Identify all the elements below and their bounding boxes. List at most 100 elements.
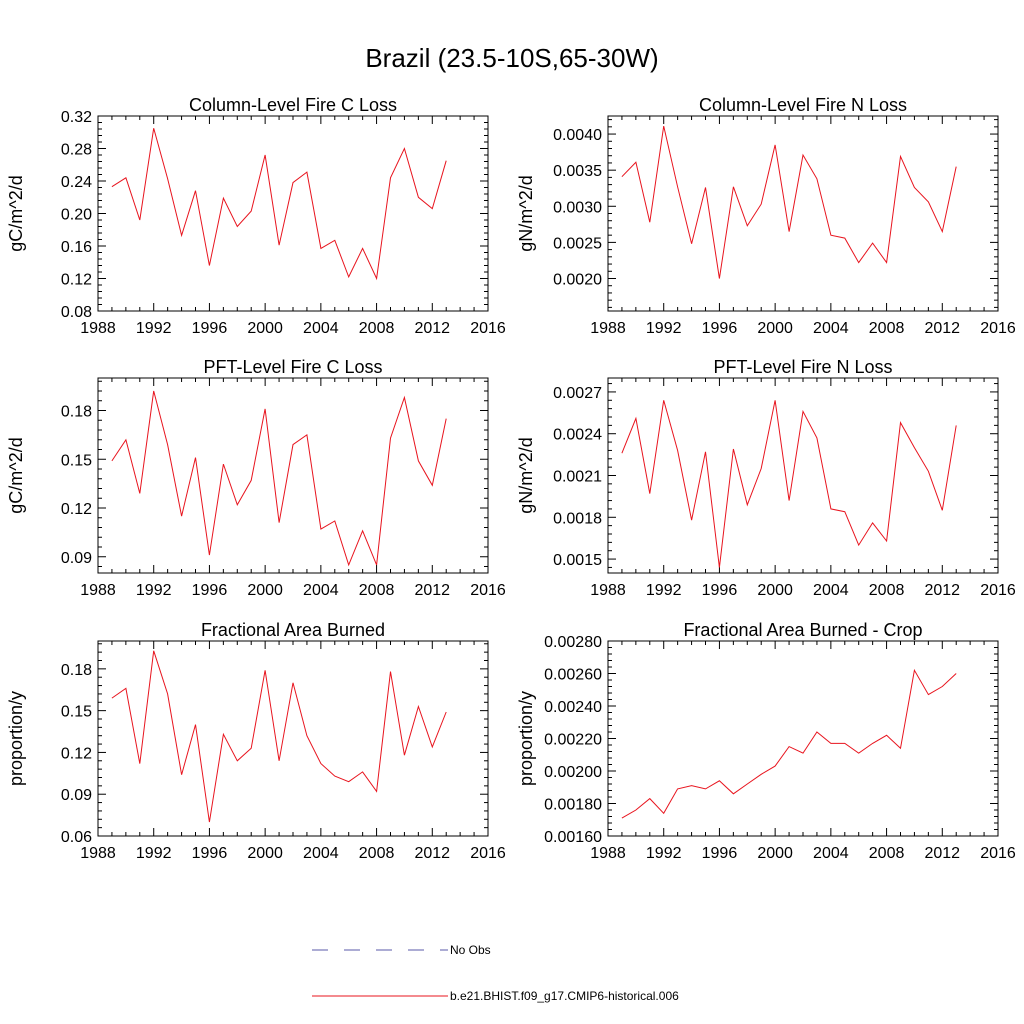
y-tick-label: 0.09 [61,787,92,804]
y-axis-label: gN/m^2/d [516,175,536,251]
y-tick-label: 0.0035 [553,163,602,180]
y-tick-label: 0.00200 [544,764,602,781]
x-tick-label: 2000 [757,320,793,337]
x-tick-label: 2004 [813,320,849,337]
legend-label-model: b.e21.BHIST.f09_g17.CMIP6-historical.006 [450,989,679,1003]
series-line [111,650,447,823]
x-tick-label: 2004 [813,845,849,862]
x-tick-label: 1996 [702,320,738,337]
x-tick-label: 2008 [869,845,905,862]
chart-title: PFT-Level Fire C Loss [203,357,382,377]
x-tick-label: 1992 [646,845,682,862]
x-tick-label: 2000 [247,582,283,599]
series-line [621,125,957,279]
y-tick-label: 0.0027 [553,385,602,402]
chart-panel: PFT-Level Fire N Loss gN/m^2/d 1988 1992 199… [516,357,1016,599]
x-tick-label: 2004 [303,582,339,599]
series-line [621,400,957,568]
y-tick-label: 0.32 [61,109,92,126]
y-axis-label: gN/m^2/d [516,437,536,513]
y-tick-label: 0.00260 [544,667,602,684]
y-tick-label: 0.24 [61,174,92,191]
x-tick-label: 2012 [924,582,960,599]
x-tick-label: 1996 [702,845,738,862]
y-tick-label: 0.0024 [553,427,602,444]
y-tick-label: 0.0040 [553,127,602,144]
chart-title: Fractional Area Burned - Crop [683,620,922,640]
y-tick-label: 0.20 [61,207,92,224]
x-tick-label: 2012 [924,845,960,862]
y-tick-label: 0.0030 [553,199,602,216]
y-tick-label: 0.28 [61,142,92,159]
chart-panel: Column-Level Fire N Loss gN/m^2/d 1988 1992… [516,95,1016,337]
plot-frame [97,377,489,574]
x-tick-label: 1988 [590,582,626,599]
panels: Column-Level Fire C Loss gC/m^2/d 1988 1992… [6,95,1016,862]
chart-panel: Column-Level Fire C Loss gC/m^2/d 1988 1992… [6,95,506,337]
y-tick-label: 0.12 [61,272,92,289]
x-tick-label: 1988 [80,320,116,337]
x-tick-label: 1996 [192,320,228,337]
chart-panel: Fractional Area Burned proportion/y 1988 19… [6,620,506,862]
x-tick-label: 2016 [470,582,506,599]
x-tick-label: 1992 [646,320,682,337]
x-tick-label: 2012 [924,320,960,337]
y-tick-label: 0.0015 [553,552,602,569]
y-axis-label: gC/m^2/d [6,437,26,513]
chart-title: PFT-Level Fire N Loss [713,357,892,377]
x-tick-label: 2016 [470,320,506,337]
series-line [111,390,447,567]
x-tick-label: 1996 [192,845,228,862]
x-tick-label: 1992 [136,320,172,337]
chart-title: Fractional Area Burned [201,620,385,640]
x-tick-label: 1996 [702,582,738,599]
series-line [621,668,957,819]
y-tick-label: 0.0021 [553,469,602,486]
x-tick-label: 2016 [980,845,1016,862]
legend: No Obs b.e21.BHIST.f09_g17.CMIP6-historic… [312,943,679,1003]
x-tick-label: 1988 [80,582,116,599]
x-tick-label: 2004 [303,845,339,862]
y-axis-label: proportion/y [6,691,26,786]
y-tick-label: 0.16 [61,239,92,256]
plot-frame [607,640,999,837]
x-tick-label: 2008 [359,320,395,337]
x-tick-label: 2000 [757,582,793,599]
x-tick-label: 2016 [470,845,506,862]
x-tick-label: 2012 [414,320,450,337]
y-tick-label: 0.00180 [544,797,602,814]
x-tick-label: 1988 [80,845,116,862]
figure-title: Brazil (23.5-10S,65-30W) [365,43,658,73]
x-tick-label: 2008 [359,582,395,599]
x-tick-label: 2012 [414,845,450,862]
y-tick-label: 0.08 [61,304,92,321]
y-tick-label: 0.00160 [544,829,602,846]
y-tick-label: 0.12 [61,501,92,518]
plot-frame [607,115,999,312]
y-tick-label: 0.12 [61,745,92,762]
chart-panel: Fractional Area Burned - Crop proportion/… [516,620,1016,862]
x-tick-label: 1992 [646,582,682,599]
x-tick-label: 2000 [247,320,283,337]
y-tick-label: 0.0020 [553,272,602,289]
plot-frame [97,115,489,312]
y-tick-label: 0.09 [61,550,92,567]
y-tick-label: 0.0018 [553,510,602,527]
y-axis-label: gC/m^2/d [6,175,26,251]
legend-label-no-obs: No Obs [450,943,491,957]
y-tick-label: 0.00280 [544,634,602,651]
x-tick-label: 2000 [247,845,283,862]
x-tick-label: 2000 [757,845,793,862]
chart-panel: PFT-Level Fire C Loss gC/m^2/d 1988 1992 199… [6,357,506,599]
x-tick-label: 2008 [869,582,905,599]
x-tick-label: 1992 [136,845,172,862]
x-tick-label: 1992 [136,582,172,599]
x-tick-label: 2004 [813,582,849,599]
y-tick-label: 0.06 [61,829,92,846]
y-tick-label: 0.18 [61,404,92,421]
x-tick-label: 2016 [980,582,1016,599]
chart-title: Column-Level Fire C Loss [189,95,397,115]
x-tick-label: 2004 [303,320,339,337]
y-tick-label: 0.15 [61,452,92,469]
